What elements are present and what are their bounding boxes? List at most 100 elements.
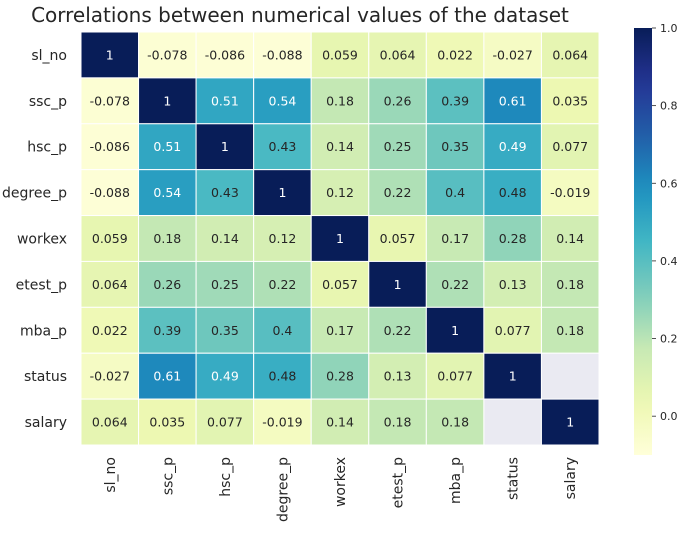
heatmap-cell (540, 77, 600, 125)
cell-value-label: 0.26 (384, 93, 412, 108)
heatmap-cell (425, 215, 485, 262)
heatmap-cell (138, 306, 197, 354)
heatmap-cell (310, 306, 370, 354)
cell-value-label: 1 (221, 139, 229, 154)
cell-value-label: 0.61 (499, 93, 527, 108)
cell-value-label: 0.43 (211, 185, 239, 200)
cell-value-label: 0.064 (552, 47, 588, 62)
heatmap-cell (540, 260, 600, 308)
cell-value-label: -0.088 (262, 47, 302, 62)
chart-title: Correlations between numerical values of… (31, 3, 569, 27)
cell-value-label: 0.61 (153, 369, 181, 384)
heatmap-cell (253, 215, 312, 262)
cell-value-label: 0.14 (211, 231, 239, 246)
heatmap-cell (483, 260, 542, 308)
cell-value-label: 0.13 (384, 369, 412, 384)
cell-value-label: 0.057 (380, 231, 416, 246)
cell-value-label: 0.48 (499, 185, 527, 200)
colorbar-tick-label: 0.0 (660, 410, 678, 423)
heatmap-cell (195, 123, 255, 171)
heatmap-cell (483, 31, 542, 79)
cell-value-label: -0.086 (90, 139, 130, 154)
y-tick-label: status (24, 369, 67, 385)
cell-value-label: 0.035 (552, 93, 588, 108)
cell-value-label: 0.18 (556, 323, 584, 338)
cell-value-label: 0.35 (441, 139, 469, 154)
heatmap-cell (195, 352, 255, 400)
cell-value-label: -0.078 (90, 93, 130, 108)
cell-value-label: 0.14 (556, 231, 584, 246)
cell-value-label: 0.22 (384, 323, 412, 338)
heatmap-cell (80, 123, 140, 171)
cell-value-label: 0.4 (445, 185, 465, 200)
cell-value-label: 0.18 (326, 93, 354, 108)
heatmap-cell (540, 169, 600, 217)
heatmap-cell (80, 260, 140, 308)
cell-value-label: 0.18 (556, 277, 584, 292)
cell-value-label: 0.022 (437, 47, 473, 62)
cell-value-label: 0.43 (269, 139, 297, 154)
cell-value-label: 0.39 (441, 93, 469, 108)
heatmap-cell (80, 31, 140, 79)
heatmap-cell (80, 352, 140, 400)
x-tick-label: hsc_p (218, 457, 234, 497)
cell-value-label: -0.027 (90, 369, 130, 384)
x-tick-label: sl_no (103, 457, 119, 493)
heatmap-cell (425, 306, 485, 354)
cell-value-label: 0.35 (211, 323, 239, 338)
cell-value-label: 0.14 (326, 139, 354, 154)
heatmap-cell (138, 169, 197, 217)
heatmap-cell (483, 398, 542, 446)
y-tick-label: salary (25, 415, 67, 431)
cell-value-label: 0.077 (437, 369, 473, 384)
cell-value-label: 0.18 (441, 415, 469, 430)
colorbar-tick-label: 0.6 (660, 177, 678, 190)
heatmap-cell (253, 169, 312, 217)
x-tick-label: salary (563, 457, 579, 499)
heatmap-cell (195, 31, 255, 79)
heatmap-cell (425, 77, 485, 125)
cell-value-label: 1 (106, 47, 114, 62)
cell-value-label: 1 (566, 415, 574, 430)
heatmap-cell (253, 123, 312, 171)
cell-value-label: 0.22 (269, 277, 297, 292)
cell-value-label: 1 (394, 277, 402, 292)
heatmap-cell (80, 398, 140, 446)
cell-value-label: 0.18 (384, 415, 412, 430)
cell-value-label: 0.059 (92, 231, 128, 246)
heatmap-cell (540, 352, 600, 400)
heatmap-cell (540, 123, 600, 171)
cell-value-label: 1 (451, 323, 459, 338)
heatmap-cell (80, 215, 140, 262)
cell-value-label: -0.086 (205, 47, 245, 62)
cell-value-label: 0.12 (269, 231, 297, 246)
heatmap-cell (253, 260, 312, 308)
cell-value-label: 1 (336, 231, 344, 246)
heatmap-cell (138, 31, 197, 79)
cell-value-label: 1 (278, 185, 286, 200)
x-tick-label: mba_p (448, 457, 464, 504)
cell-value-label: 0.39 (153, 323, 181, 338)
cell-value-label: 0.12 (326, 185, 354, 200)
heatmap-cell (540, 398, 600, 446)
x-axis-labels: sl_no ssc_p hsc_p degree_p workex etest_p mba_… (103, 457, 579, 522)
cell-value-label: 0.25 (211, 277, 239, 292)
cell-value-label: 0.18 (153, 231, 181, 246)
cell-value-label: 0.28 (499, 231, 527, 246)
y-tick-label: etest_p (16, 277, 67, 293)
heatmap-cell (310, 123, 370, 171)
cell-value-label: 0.14 (326, 415, 354, 430)
heatmap-cell (368, 398, 427, 446)
cell-value-label: 0.17 (326, 323, 354, 338)
cell-value-label: 0.022 (92, 323, 128, 338)
heatmap-cell (310, 260, 370, 308)
heatmap-cells: 1 -0.078 -0.086 -0.088 0.059 0.064 0.022 -0.027… (80, 31, 600, 446)
heatmap-cell (368, 260, 427, 308)
cell-value-label: 0.064 (380, 47, 416, 62)
cell-value-label: 0.057 (322, 277, 358, 292)
x-tick-label: workex (333, 457, 349, 507)
heatmap-cell (368, 352, 427, 400)
cell-value-label: 0.13 (499, 277, 527, 292)
